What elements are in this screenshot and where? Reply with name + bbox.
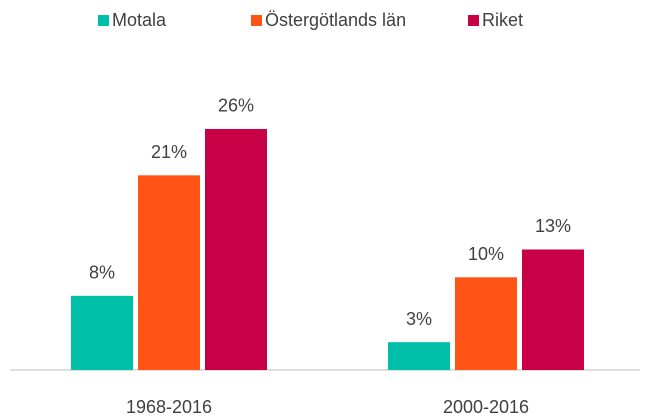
value-label: 26% bbox=[218, 96, 254, 116]
bar bbox=[138, 175, 200, 370]
legend-label: Riket bbox=[482, 10, 523, 30]
value-label: 13% bbox=[535, 216, 571, 236]
value-label: 10% bbox=[468, 244, 504, 264]
x-tick-label: 2000-2016 bbox=[443, 397, 529, 417]
bar bbox=[71, 295, 133, 370]
legend-label: Östergötlands län bbox=[265, 10, 406, 30]
x-tick-label: 1968-2016 bbox=[126, 397, 212, 417]
bar bbox=[205, 128, 267, 370]
legend-swatch bbox=[468, 15, 479, 26]
legend-swatch bbox=[98, 15, 109, 26]
value-label: 8% bbox=[89, 263, 115, 283]
value-label: 3% bbox=[406, 309, 432, 329]
bar bbox=[455, 277, 517, 370]
legend-swatch bbox=[251, 15, 262, 26]
value-label: 21% bbox=[151, 142, 187, 162]
bar bbox=[388, 342, 450, 370]
bar bbox=[522, 249, 584, 370]
legend-label: Motala bbox=[112, 10, 167, 30]
